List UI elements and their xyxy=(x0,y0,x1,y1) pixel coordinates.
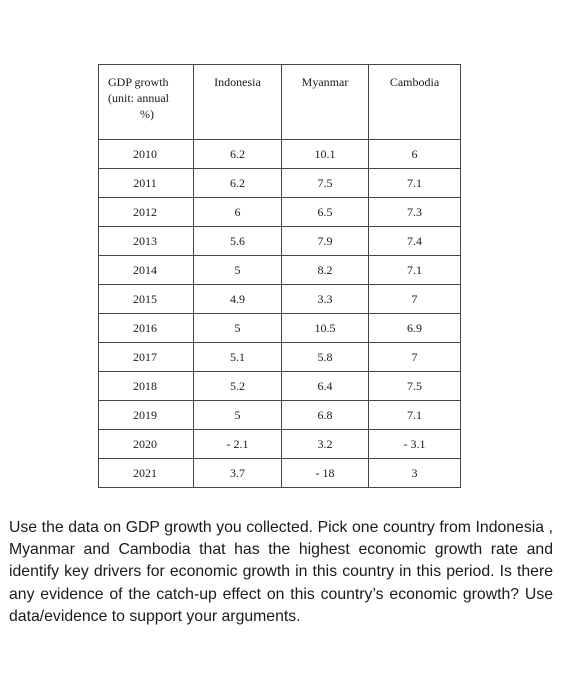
indonesia-cell: 5 xyxy=(193,255,282,285)
myanmar-cell: 10.5 xyxy=(281,313,369,343)
cambodia-cell: 7.5 xyxy=(368,371,461,401)
year-cell: 2016 xyxy=(98,313,194,343)
cambodia-cell: 7 xyxy=(368,342,461,372)
cambodia-cell: 7 xyxy=(368,284,461,314)
cambodia-cell: 6.9 xyxy=(368,313,461,343)
year-cell: 2020 xyxy=(98,429,194,459)
table-row: 2013 5.6 7.9 7.4 xyxy=(98,226,461,256)
indonesia-cell: 6.2 xyxy=(193,139,282,169)
myanmar-cell: 7.9 xyxy=(281,226,369,256)
myanmar-cell: 7.5 xyxy=(281,168,369,198)
myanmar-cell: 3.2 xyxy=(281,429,369,459)
corner-label-line2: (unit: annual xyxy=(108,91,169,105)
indonesia-cell: 6.2 xyxy=(193,168,282,198)
year-cell: 2018 xyxy=(98,371,194,401)
corner-label-line1: GDP growth xyxy=(108,75,169,89)
indonesia-cell: 4.9 xyxy=(193,284,282,314)
cambodia-cell: 7.1 xyxy=(368,400,461,430)
table-row: 2012 6 6.5 7.3 xyxy=(98,197,461,227)
cambodia-cell: 7.1 xyxy=(368,168,461,198)
myanmar-cell: 6.8 xyxy=(281,400,369,430)
column-header-indonesia: Indonesia xyxy=(193,64,282,140)
table-row: 2018 5.2 6.4 7.5 xyxy=(98,371,461,401)
cambodia-cell: 3 xyxy=(368,458,461,488)
cambodia-cell: 7.4 xyxy=(368,226,461,256)
indonesia-cell: 5 xyxy=(193,313,282,343)
gdp-growth-table: GDP growth (unit: annual %) Indonesia My… xyxy=(98,64,461,488)
indonesia-cell: 5.1 xyxy=(193,342,282,372)
cambodia-cell: 7.3 xyxy=(368,197,461,227)
table-row: 2015 4.9 3.3 7 xyxy=(98,284,461,314)
table-header-row: GDP growth (unit: annual %) Indonesia My… xyxy=(98,64,461,140)
year-cell: 2012 xyxy=(98,197,194,227)
column-header-cambodia: Cambodia xyxy=(368,64,461,140)
table-row: 2020 - 2.1 3.2 - 3.1 xyxy=(98,429,461,459)
table-row: 2010 6.2 10.1 6 xyxy=(98,139,461,169)
column-header-myanmar: Myanmar xyxy=(281,64,369,140)
corner-header-cell: GDP growth (unit: annual %) xyxy=(98,64,194,140)
indonesia-cell: 5.6 xyxy=(193,226,282,256)
corner-label-line3: %) xyxy=(140,107,154,121)
myanmar-cell: 5.8 xyxy=(281,342,369,372)
indonesia-cell: 3.7 xyxy=(193,458,282,488)
indonesia-cell: - 2.1 xyxy=(193,429,282,459)
year-cell: 2013 xyxy=(98,226,194,256)
table-row: 2014 5 8.2 7.1 xyxy=(98,255,461,285)
myanmar-cell: - 18 xyxy=(281,458,369,488)
myanmar-cell: 3.3 xyxy=(281,284,369,314)
table-row: 2019 5 6.8 7.1 xyxy=(98,400,461,430)
year-cell: 2015 xyxy=(98,284,194,314)
table-row: 2021 3.7 - 18 3 xyxy=(98,458,461,488)
myanmar-cell: 6.4 xyxy=(281,371,369,401)
gdp-table-container: GDP growth (unit: annual %) Indonesia My… xyxy=(98,64,461,488)
year-cell: 2021 xyxy=(98,458,194,488)
indonesia-cell: 5 xyxy=(193,400,282,430)
question-text: Use the data on GDP growth you collected… xyxy=(9,519,553,625)
year-cell: 2017 xyxy=(98,342,194,372)
year-cell: 2010 xyxy=(98,139,194,169)
indonesia-cell: 5.2 xyxy=(193,371,282,401)
cambodia-cell: 7.1 xyxy=(368,255,461,285)
year-cell: 2019 xyxy=(98,400,194,430)
cambodia-cell: 6 xyxy=(368,139,461,169)
year-cell: 2014 xyxy=(98,255,194,285)
myanmar-cell: 8.2 xyxy=(281,255,369,285)
table-row: 2016 5 10.5 6.9 xyxy=(98,313,461,343)
table-row: 2011 6.2 7.5 7.1 xyxy=(98,168,461,198)
myanmar-cell: 6.5 xyxy=(281,197,369,227)
cambodia-cell: - 3.1 xyxy=(368,429,461,459)
table-row: 2017 5.1 5.8 7 xyxy=(98,342,461,372)
myanmar-cell: 10.1 xyxy=(281,139,369,169)
year-cell: 2011 xyxy=(98,168,194,198)
indonesia-cell: 6 xyxy=(193,197,282,227)
